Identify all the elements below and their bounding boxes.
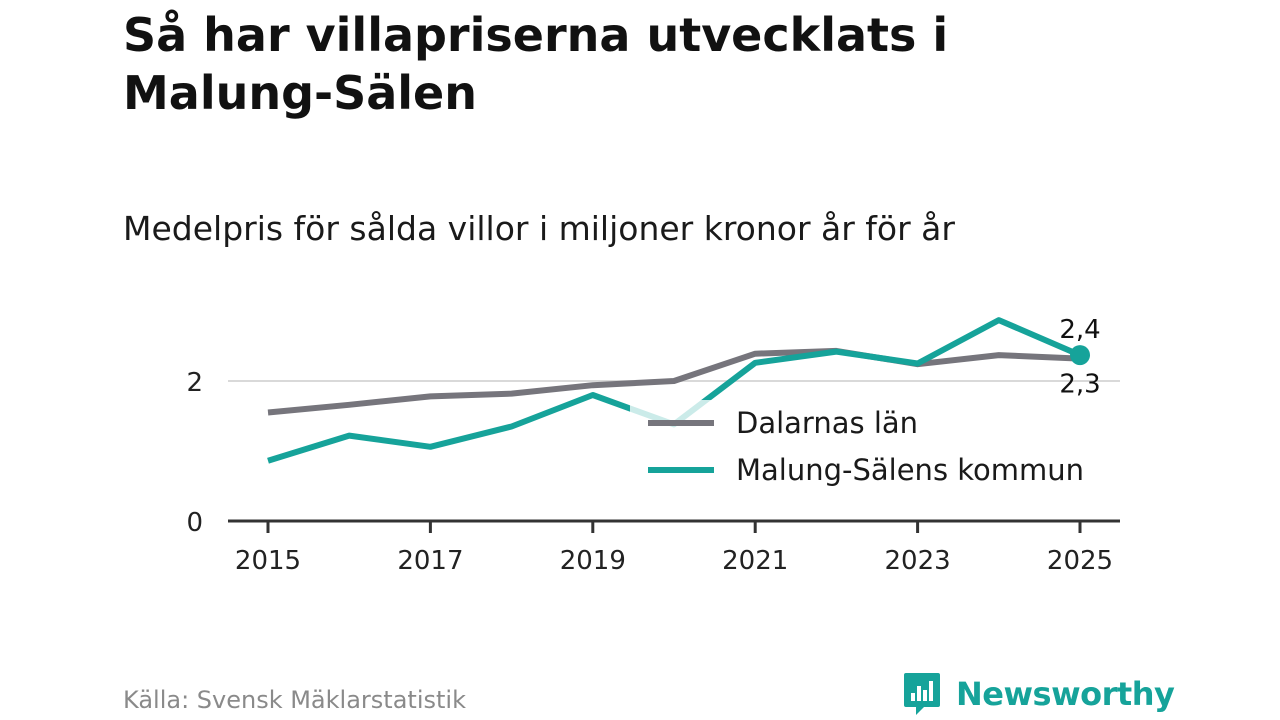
x-tick-label: 2015 [235, 546, 301, 576]
legend-background [630, 400, 1105, 500]
x-tick-label: 2021 [722, 546, 788, 576]
newsworthy-logo-icon [904, 673, 940, 715]
y-tick-label: 2 [186, 368, 203, 398]
y-tick-label: 0 [186, 508, 203, 538]
end-label-dalarna: 2,3 [1059, 370, 1100, 400]
legend-label-dalarna: Dalarnas län [736, 406, 918, 440]
series-line-dalarna [267, 347, 1081, 416]
chart-subtitle: Medelpris för sålda villor i miljoner kr… [123, 209, 955, 248]
x-tick-label: 2023 [885, 546, 951, 576]
brand-name: Newsworthy [956, 675, 1175, 713]
x-tick-label: 2025 [1047, 546, 1113, 576]
x-tick-label: 2019 [560, 546, 626, 576]
legend-label-malung: Malung-Sälens kommun [736, 453, 1084, 487]
end-label-layer: 2,4 2,3 [1059, 315, 1100, 400]
end-dot-malung [1070, 345, 1090, 366]
end-label-malung: 2,4 [1059, 315, 1100, 345]
legend: Dalarnas län Malung-Sälens kommun [630, 400, 1105, 500]
brand-logo-group[interactable]: Newsworthy [902, 671, 1175, 717]
source-note: Källa: Svensk Mäklarstatistik [123, 686, 466, 714]
chart-title: Så har villapriserna utvecklats i Malung… [123, 8, 949, 120]
x-axis: 2015 2017 2019 2021 2023 2025 [228, 519, 1120, 576]
x-tick-label: 2017 [397, 546, 463, 576]
